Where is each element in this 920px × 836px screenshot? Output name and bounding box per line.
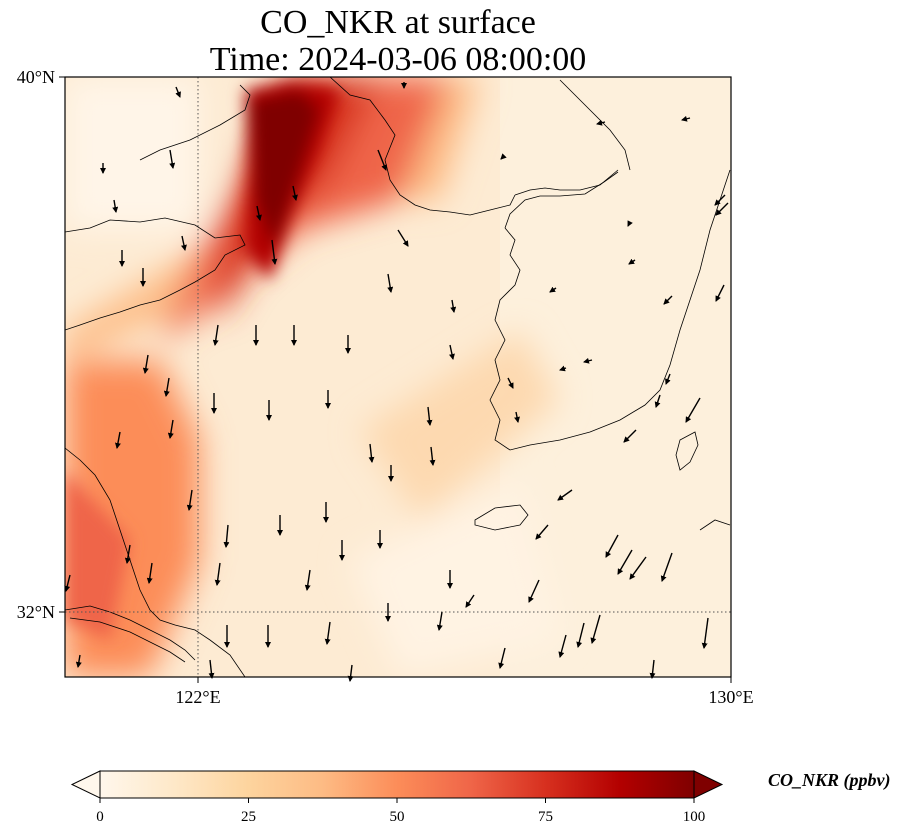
colorbar: 0 25 50 75 100 — [70, 770, 724, 825]
wind-arrow — [681, 115, 691, 122]
wind-arrow — [163, 377, 170, 397]
map-subtitle-time: Time: 2024-03-06 08:00:00 — [209, 41, 587, 78]
wind-arrow — [596, 119, 606, 126]
wind-arrow — [649, 659, 656, 679]
lon-label-122e: 122°E — [175, 687, 220, 707]
wind-arrow — [114, 431, 121, 449]
wind-arrow — [715, 284, 725, 302]
wind-arrow — [605, 534, 619, 558]
colorbar-extend-min — [70, 770, 101, 799]
wind-arrow — [557, 489, 573, 501]
wind-arrow — [397, 229, 409, 247]
wind-arrow — [654, 394, 661, 408]
wind-arrow — [449, 344, 455, 360]
colorbar-label: CO_NKR (ppbv) — [768, 770, 891, 790]
colorbar-tick-label: 25 — [241, 809, 256, 825]
wind-arrow — [665, 373, 671, 385]
gridlines — [65, 77, 731, 677]
wind-arrow — [304, 569, 311, 591]
wind-arrow — [146, 562, 153, 584]
wind-arrow — [629, 556, 647, 580]
wind-arrow — [500, 153, 507, 160]
colorbar-gradient — [100, 771, 694, 798]
wind-arrow — [714, 194, 726, 206]
colorbar-tick-label: 50 — [390, 809, 405, 825]
wind-arrow — [590, 614, 601, 644]
wind-arrow — [660, 552, 673, 582]
wind-arrow — [212, 324, 219, 346]
colorbar-tick-label: 0 — [96, 809, 104, 825]
wind-arrow — [715, 202, 729, 216]
wind-arrow — [583, 357, 593, 364]
lat-label-40n: 40°N — [17, 67, 55, 87]
wind-arrow — [507, 377, 514, 389]
map-title: CO_NKR at surface — [260, 4, 536, 41]
wind-arrow — [64, 574, 71, 592]
wind-arrow — [498, 647, 506, 669]
wind-arrow — [701, 617, 709, 649]
concentration-field — [65, 77, 731, 677]
wind-arrow — [368, 443, 375, 463]
wind-arrow — [576, 622, 585, 648]
wind-arrow — [75, 654, 82, 668]
wind-arrow — [429, 446, 436, 466]
wind-arrow — [256, 205, 262, 221]
wind-arrow — [142, 354, 149, 374]
wind-arrow — [559, 365, 567, 372]
wind-arrow — [465, 594, 475, 608]
wind-arrow — [175, 86, 181, 98]
wind-arrow — [214, 562, 221, 586]
map-frame — [64, 76, 732, 678]
wind-arrow — [387, 273, 394, 293]
wind-arrow — [112, 199, 119, 213]
wind-arrow — [436, 611, 443, 631]
wind-arrow — [528, 579, 540, 603]
wind-arrow — [623, 429, 637, 443]
wind-arrow — [377, 149, 387, 171]
wind-arrow — [124, 544, 131, 564]
wind-arrow — [167, 419, 174, 439]
wind-arrow — [685, 397, 701, 423]
colorbar-tick-label: 100 — [683, 809, 706, 825]
wind-arrow — [186, 489, 193, 511]
wind-arrow — [535, 524, 549, 540]
lat-label-32n: 32°N — [17, 602, 55, 622]
wind-arrow — [271, 239, 278, 265]
wind-arrow — [663, 295, 673, 305]
wind-arrow — [514, 411, 520, 423]
wind-arrow — [558, 634, 567, 658]
wind-arrow — [628, 258, 636, 265]
wind-arrow — [324, 621, 331, 645]
wind-arrow — [181, 235, 187, 251]
colorbar-tick-label: 75 — [538, 809, 553, 825]
wind-arrow — [617, 549, 633, 575]
colorbar-extend-max — [693, 770, 724, 799]
wind-arrow — [627, 220, 633, 227]
wind-arrow — [223, 524, 230, 548]
wind-arrow — [549, 286, 557, 293]
wind-arrow — [208, 659, 215, 679]
wind-vectors — [64, 82, 729, 682]
lon-label-130e: 130°E — [708, 687, 753, 707]
wind-arrow — [292, 185, 298, 201]
wind-arrow — [347, 664, 354, 682]
wind-arrow — [426, 406, 433, 426]
wind-arrow — [450, 299, 457, 313]
wind-arrow — [169, 149, 176, 169]
